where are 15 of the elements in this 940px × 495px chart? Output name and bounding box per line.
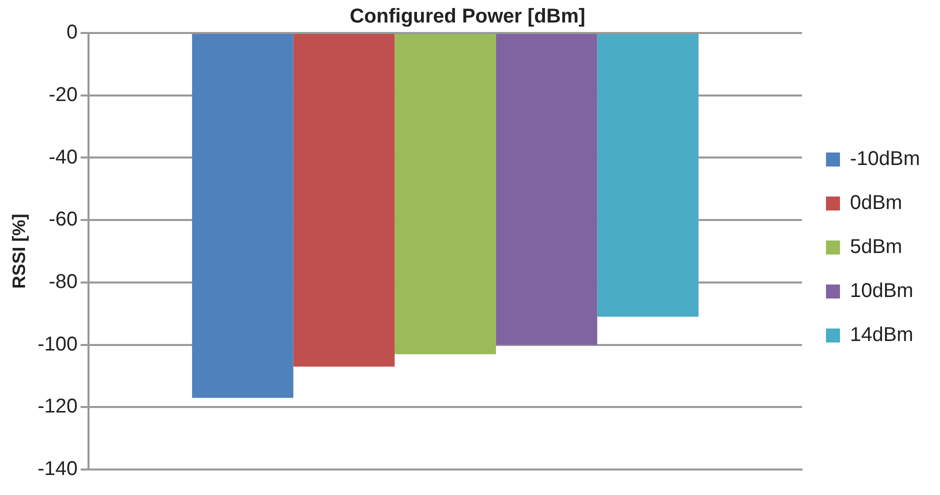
y-tick-label: -140 xyxy=(38,458,78,480)
y-tick-label: -120 xyxy=(38,396,78,418)
legend-label: -10dBm xyxy=(850,148,920,170)
y-axis-title: RSSI [%] xyxy=(8,214,29,289)
y-tick-label: 0 xyxy=(66,22,78,44)
y-tick-label: -60 xyxy=(48,208,78,231)
legend-label: 0dBm xyxy=(850,192,902,214)
legend-label: 10dBm xyxy=(850,280,914,302)
chart-title: Configured Power [dBm] xyxy=(350,6,586,28)
y-tick-label: -100 xyxy=(38,333,78,356)
legend-label: 5dBm xyxy=(850,236,902,258)
y-tick-label: -20 xyxy=(48,84,78,106)
y-tick-label: -80 xyxy=(48,271,78,293)
legend-label: 14dBm xyxy=(850,324,914,346)
y-tick-label: -40 xyxy=(48,146,78,168)
